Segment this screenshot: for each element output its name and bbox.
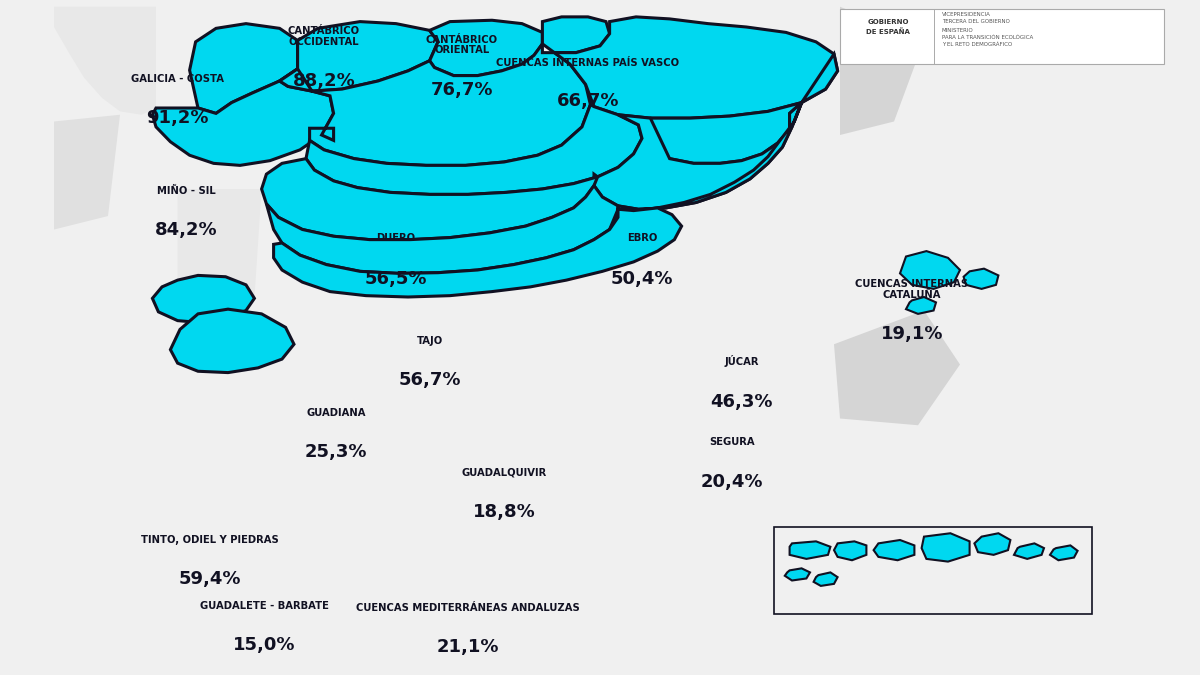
Text: GUADALQUIVIR: GUADALQUIVIR xyxy=(461,468,547,478)
Polygon shape xyxy=(266,186,618,273)
Polygon shape xyxy=(280,22,438,91)
Text: EBRO: EBRO xyxy=(626,233,658,243)
Polygon shape xyxy=(152,275,254,323)
Polygon shape xyxy=(840,7,924,135)
Text: 25,3%: 25,3% xyxy=(305,443,367,462)
Polygon shape xyxy=(834,310,960,425)
Text: 88,2%: 88,2% xyxy=(293,72,355,90)
Polygon shape xyxy=(922,533,970,562)
Text: VICEPRESIDENCIA: VICEPRESIDENCIA xyxy=(942,12,991,17)
Text: 91,2%: 91,2% xyxy=(146,109,209,128)
Text: 84,2%: 84,2% xyxy=(155,221,217,240)
Text: 59,4%: 59,4% xyxy=(179,570,241,589)
Polygon shape xyxy=(906,297,936,314)
Polygon shape xyxy=(262,159,598,240)
Polygon shape xyxy=(790,541,830,559)
Polygon shape xyxy=(785,568,810,580)
Text: 15,0%: 15,0% xyxy=(233,636,295,654)
Polygon shape xyxy=(834,541,866,560)
Polygon shape xyxy=(874,540,914,560)
Text: 76,7%: 76,7% xyxy=(431,81,493,99)
Text: DUERO: DUERO xyxy=(377,233,415,243)
Polygon shape xyxy=(638,54,838,163)
Text: GUADIANA: GUADIANA xyxy=(306,408,366,418)
Text: Y EL RETO DEMOGRÁFICO: Y EL RETO DEMOGRÁFICO xyxy=(942,42,1013,47)
Polygon shape xyxy=(178,189,262,298)
Polygon shape xyxy=(900,251,960,289)
Text: SEGURA: SEGURA xyxy=(709,437,755,447)
Text: CUENCAS INTERNAS PAÍS VASCO: CUENCAS INTERNAS PAÍS VASCO xyxy=(497,57,679,68)
Text: TERCERA DEL GOBIERNO: TERCERA DEL GOBIERNO xyxy=(942,19,1010,24)
Text: 66,7%: 66,7% xyxy=(557,92,619,111)
Text: CANTÁBRICO
OCCIDENTAL: CANTÁBRICO OCCIDENTAL xyxy=(288,26,360,47)
Polygon shape xyxy=(1050,545,1078,560)
Polygon shape xyxy=(594,103,802,209)
Text: 21,1%: 21,1% xyxy=(437,638,499,656)
Polygon shape xyxy=(306,105,642,194)
Polygon shape xyxy=(964,269,998,289)
FancyBboxPatch shape xyxy=(840,9,1164,64)
Polygon shape xyxy=(54,7,156,115)
Polygon shape xyxy=(152,81,334,165)
Text: TINTO, ODIEL Y PIEDRAS: TINTO, ODIEL Y PIEDRAS xyxy=(142,535,278,545)
Polygon shape xyxy=(542,17,610,53)
Text: JÚCAR: JÚCAR xyxy=(725,355,758,367)
Text: MINISTERIO: MINISTERIO xyxy=(942,28,973,33)
Text: 56,5%: 56,5% xyxy=(365,270,427,288)
Text: 18,8%: 18,8% xyxy=(473,503,535,521)
Text: MIÑO - SIL: MIÑO - SIL xyxy=(157,186,215,196)
Polygon shape xyxy=(1014,543,1044,559)
Polygon shape xyxy=(54,115,120,230)
Polygon shape xyxy=(274,208,682,297)
Polygon shape xyxy=(814,572,838,586)
Polygon shape xyxy=(170,309,294,373)
Text: 20,4%: 20,4% xyxy=(701,472,763,491)
Polygon shape xyxy=(974,533,1010,555)
Polygon shape xyxy=(610,103,802,230)
Text: GALICIA - COSTA: GALICIA - COSTA xyxy=(131,74,224,84)
Text: CANTÁBRICO
ORIENTAL: CANTÁBRICO ORIENTAL xyxy=(426,34,498,55)
Text: GOBIERNO: GOBIERNO xyxy=(868,19,908,25)
Text: 50,4%: 50,4% xyxy=(611,270,673,288)
Text: 46,3%: 46,3% xyxy=(710,393,773,411)
Text: CUENCAS INTERNAS
CATALUÑA: CUENCAS INTERNAS CATALUÑA xyxy=(856,279,968,300)
Polygon shape xyxy=(280,44,590,165)
Text: GUADALETE - BARBATE: GUADALETE - BARBATE xyxy=(199,601,329,611)
Text: CUENCAS MEDITERRÁNEAS ANDALUZAS: CUENCAS MEDITERRÁNEAS ANDALUZAS xyxy=(356,603,580,613)
Text: 56,7%: 56,7% xyxy=(398,371,461,389)
Text: DE ESPAÑA: DE ESPAÑA xyxy=(866,28,910,35)
Polygon shape xyxy=(190,24,298,113)
Text: 19,1%: 19,1% xyxy=(881,325,943,344)
Text: TAJO: TAJO xyxy=(416,336,443,346)
Polygon shape xyxy=(554,17,838,118)
Text: PARA LA TRANSICIÓN ECOLÓGICA: PARA LA TRANSICIÓN ECOLÓGICA xyxy=(942,35,1033,40)
Polygon shape xyxy=(430,20,542,76)
